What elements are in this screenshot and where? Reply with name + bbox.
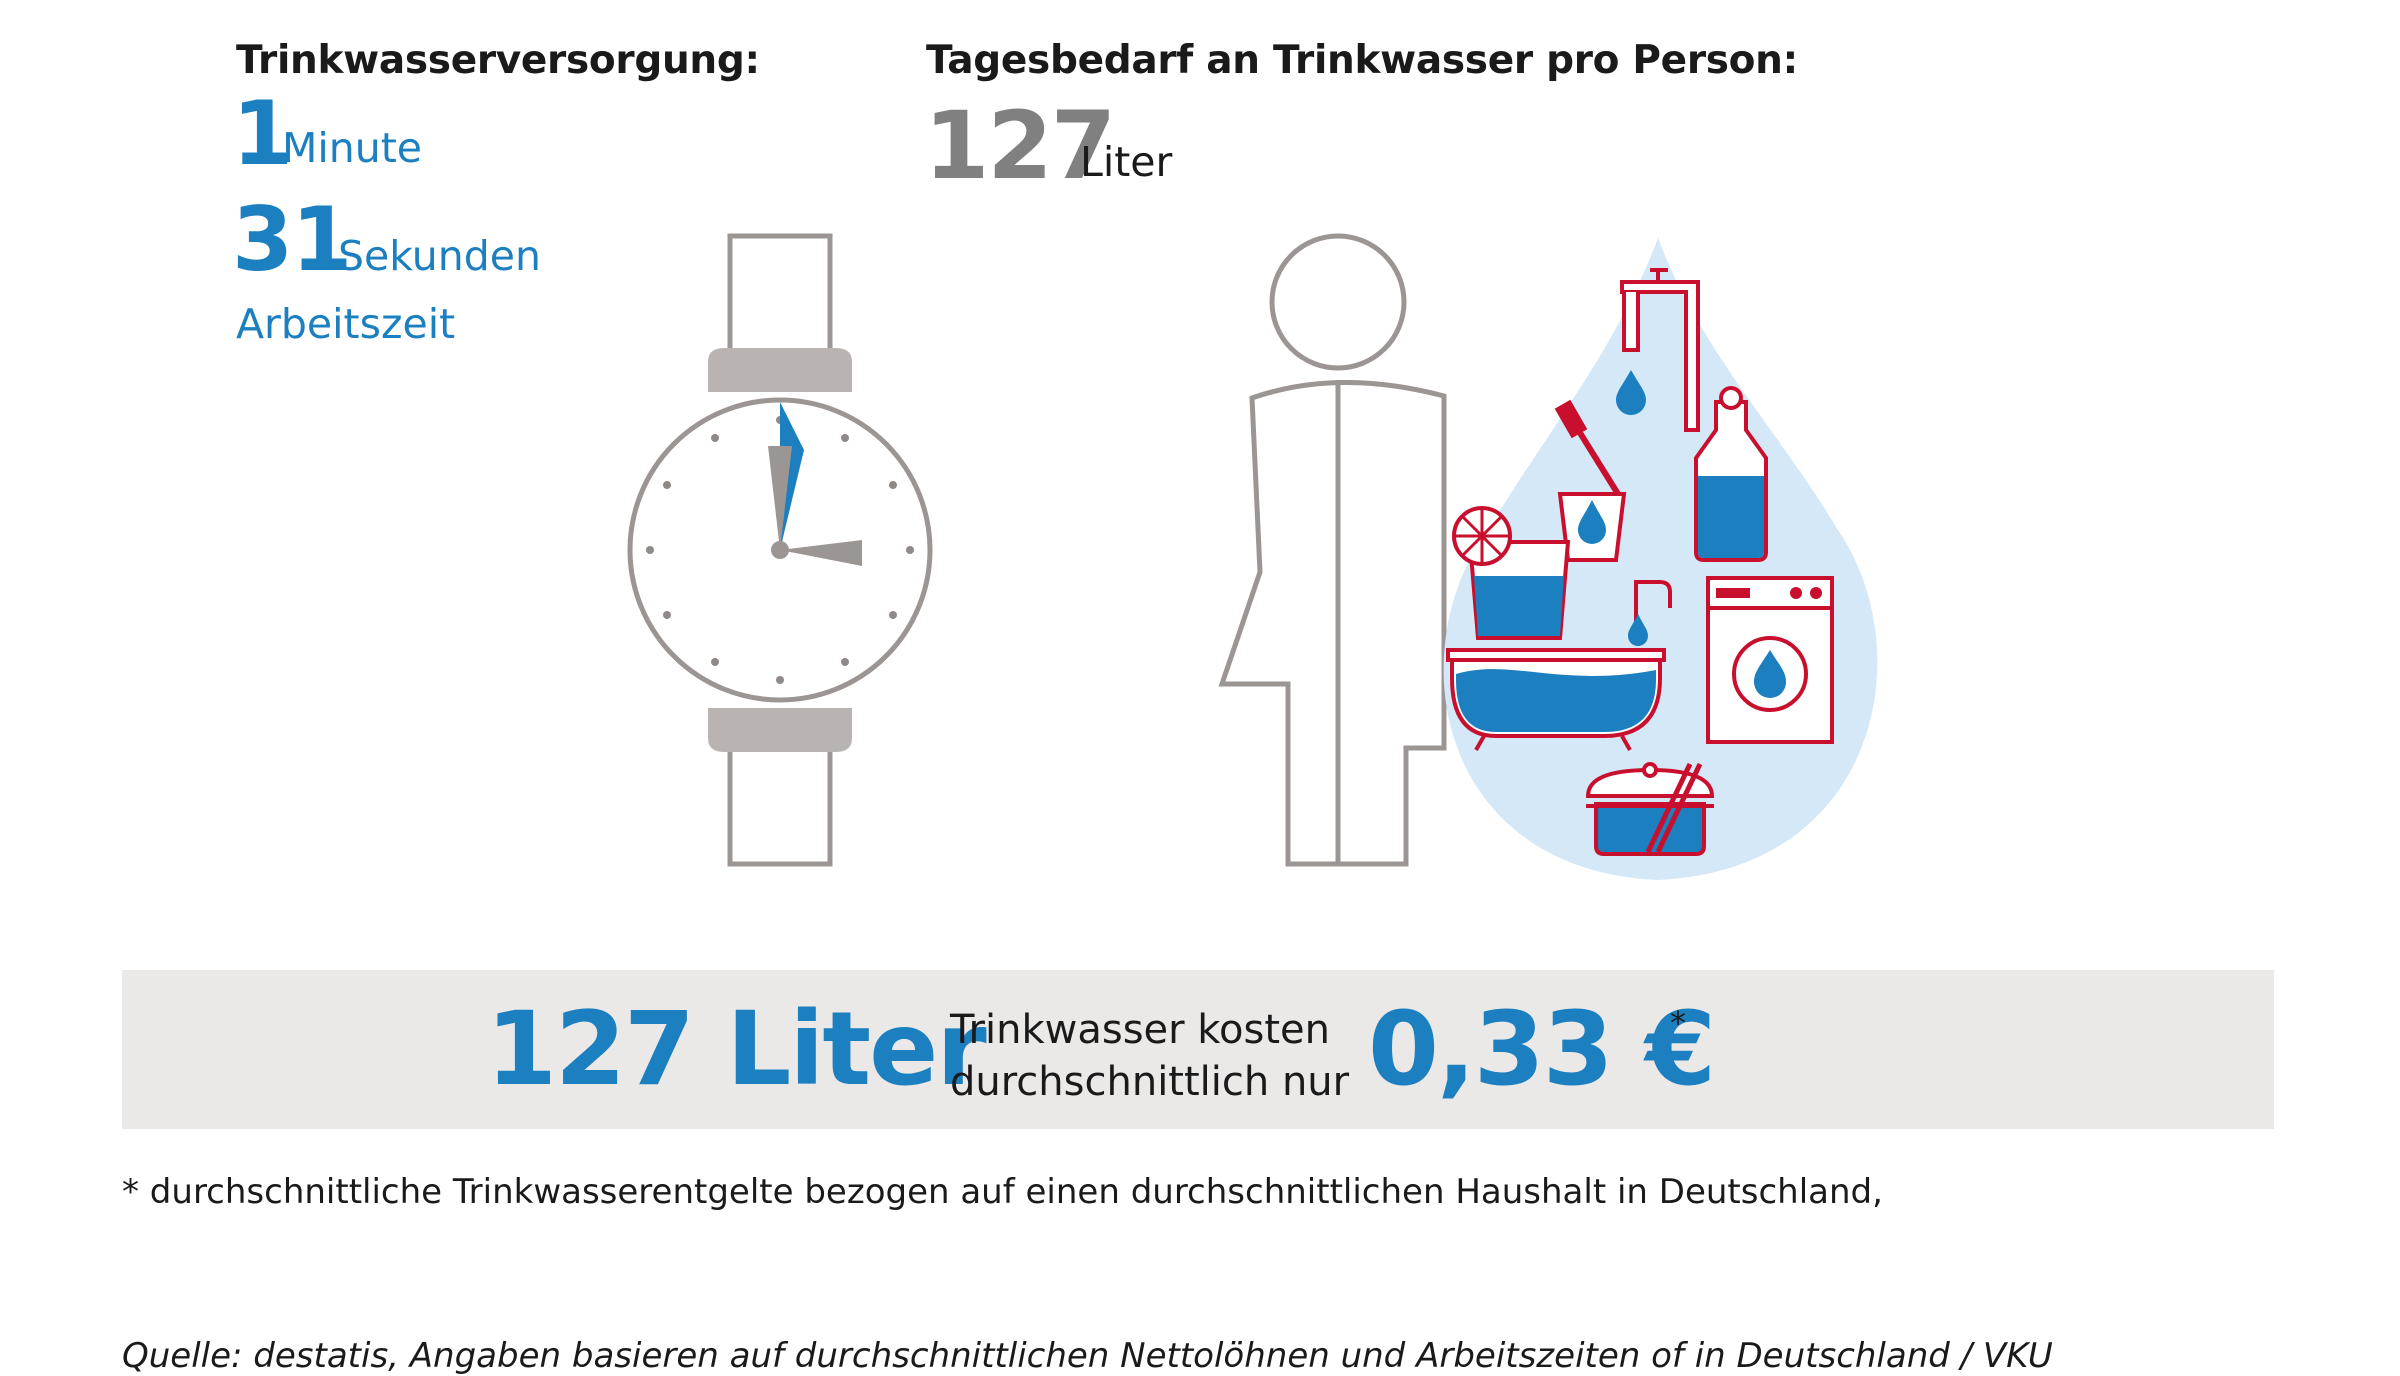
banner-text: Trinkwasser kosten durchschnittlich nur xyxy=(950,1004,1349,1108)
banner-price: 0,33 € xyxy=(1368,990,1716,1109)
cooking-pot-icon xyxy=(1585,762,1715,856)
supply-heading: Trinkwasserversorgung: xyxy=(236,38,760,83)
water-drop-icon xyxy=(1443,238,1878,880)
banner-amount: 127 Liter xyxy=(486,990,987,1109)
watch-icon xyxy=(627,233,933,867)
person-icon xyxy=(1218,233,1447,867)
source-note: Quelle: destatis, Angaben basieren auf d… xyxy=(122,1336,2053,1376)
tap-icon xyxy=(1620,268,1700,432)
washing-machine-icon xyxy=(1706,576,1834,744)
daily-demand-value: 127 xyxy=(924,92,1116,201)
worktime-caption: Arbeitszeit xyxy=(236,300,456,348)
banner-text-line1: Trinkwasser kosten xyxy=(950,1007,1330,1053)
minutes-value: 1 xyxy=(232,82,293,185)
hot-water-bottle-icon xyxy=(1694,386,1768,562)
seconds-unit: Sekunden xyxy=(338,232,541,280)
seconds-value: 31 xyxy=(232,188,352,291)
minutes-unit: Minute xyxy=(282,124,423,172)
cost-banner xyxy=(122,970,2274,1129)
daily-demand-unit: Liter xyxy=(1080,138,1173,186)
banner-text-line2: durchschnittlich nur xyxy=(950,1059,1350,1105)
banner-asterisk: * xyxy=(1670,1004,1686,1042)
bathtub-icon xyxy=(1446,580,1672,751)
daily-demand-heading: Tagesbedarf an Trinkwasser pro Person: xyxy=(926,38,1798,83)
toothbrush-glass-icon xyxy=(1554,399,1627,562)
footnote: * durchschnittliche Trinkwasserentgelte … xyxy=(122,1172,1883,1212)
drink-glass-icon xyxy=(1452,506,1571,640)
